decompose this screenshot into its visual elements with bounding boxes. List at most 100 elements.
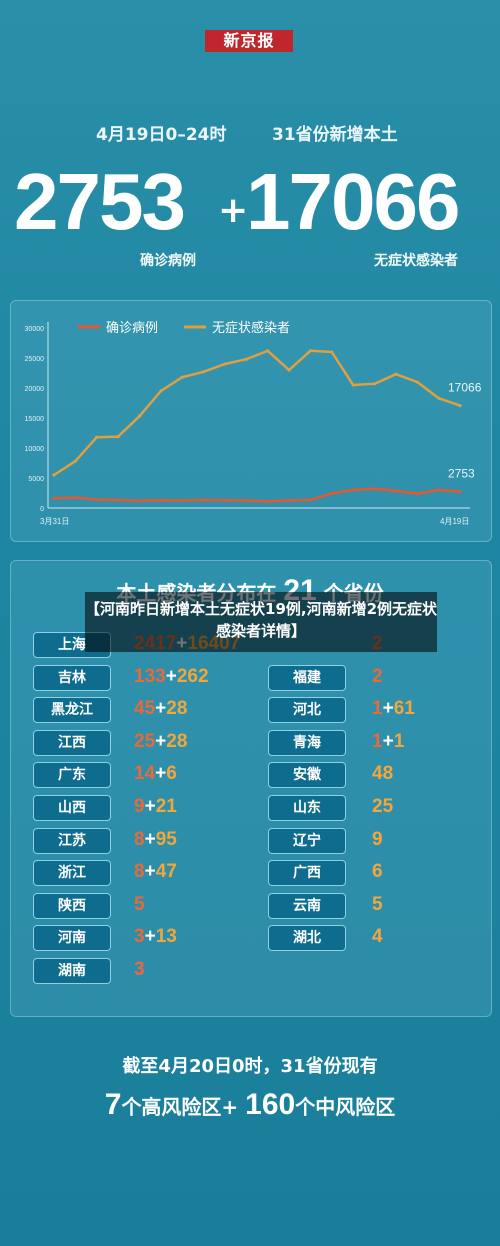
data-point <box>330 492 334 496</box>
header-date: 4月19日0–24时 <box>96 125 227 145</box>
right-province-value: 48 <box>372 761 393 787</box>
data-point <box>415 492 419 496</box>
footer-line1: 截至4月20日0时，31省份现有 <box>122 1056 378 1077</box>
data-point <box>351 383 355 387</box>
y-tick-label: 20000 <box>25 386 45 393</box>
series-line <box>53 487 461 503</box>
header-scope: 31省份新增本土 <box>272 125 398 145</box>
data-point <box>201 498 206 502</box>
data-point <box>180 375 184 379</box>
data-point <box>137 414 142 418</box>
right-province-value: 9 <box>372 827 383 853</box>
confirmed-count: 3 <box>134 959 145 980</box>
province-badge: 陕西 <box>33 892 111 919</box>
data-point <box>180 498 184 503</box>
left-province-value: 3+13 <box>134 924 177 950</box>
y-tick-label: 5000 <box>28 476 44 483</box>
x-tick-label-start: 3月31日 <box>40 517 69 526</box>
y-tick-label: 15000 <box>25 416 45 423</box>
asymptomatic-count: 262 <box>176 665 209 687</box>
plus-sign: + <box>155 698 167 720</box>
right-province-value: 25 <box>372 794 393 820</box>
province-badge: 青海 <box>268 729 346 756</box>
data-point <box>159 498 163 502</box>
data-point <box>437 396 441 400</box>
data-point <box>308 498 313 502</box>
plus-sign: + <box>144 861 156 883</box>
province-badge: 安徽 <box>268 762 346 789</box>
x-tick-label-end: 4月19日 <box>440 517 469 526</box>
legend-label: 无症状感染者 <box>212 320 290 335</box>
asymptomatic-count: 47 <box>155 861 177 883</box>
data-point <box>458 489 462 494</box>
data-point <box>95 435 99 439</box>
asymptomatic-count: 28 <box>166 730 188 752</box>
data-point <box>372 382 377 386</box>
mid-risk-count: 160 <box>245 1088 296 1121</box>
footer-line2: 7个高风险区+ 160个中风险区 <box>0 1088 500 1122</box>
confirmed-count: 8 <box>134 828 145 850</box>
plus-sign: + <box>165 665 177 687</box>
asymptomatic-count: 28 <box>166 698 188 720</box>
series-end-label: 17066 <box>448 381 482 395</box>
plus-sign: + <box>218 190 249 231</box>
province-badge: 江苏 <box>33 827 111 854</box>
data-point <box>287 498 291 503</box>
asymptomatic-count: 6 <box>166 763 177 785</box>
data-point <box>266 349 270 353</box>
left-province-value: 5 <box>134 892 145 918</box>
series-end-label: 2753 <box>448 466 475 480</box>
legend-label: 确诊病例 <box>106 320 158 335</box>
y-tick-label: 10000 <box>25 446 45 453</box>
province-badge: 云南 <box>268 892 346 919</box>
asymptomatic-count: 21 <box>155 796 177 817</box>
asymptomatic-count: 9 <box>372 828 383 850</box>
asymptomatic-count: 6 <box>372 861 383 883</box>
province-badge: 河南 <box>33 925 111 952</box>
data-point <box>73 495 77 500</box>
province-badge: 山东 <box>268 795 346 821</box>
province-badge: 山西 <box>33 795 111 821</box>
confirmed-count: 14 <box>134 763 156 785</box>
data-point <box>394 372 398 376</box>
right-province-value: 4 <box>372 924 383 950</box>
left-province-value: 9+21 <box>134 794 177 820</box>
plus-sign: + <box>382 698 394 720</box>
high-risk-count: 7 <box>104 1088 122 1121</box>
data-point <box>266 499 270 503</box>
plus-sign: + <box>144 796 156 817</box>
confirmed-count: 25 <box>134 730 156 752</box>
province-badge: 广东 <box>33 762 111 789</box>
right-province-value: 1+61 <box>372 696 415 722</box>
data-point <box>372 487 377 491</box>
confirmed-count: 2 <box>372 665 383 687</box>
article-caption[interactable]: 【河南昨日新增本土无症状19例,河南新增2例无症状感染者详情】 <box>85 592 437 652</box>
y-tick-label: 25000 <box>25 356 45 363</box>
confirmed-count: 9 <box>134 796 145 817</box>
right-province-value: 6 <box>372 859 383 885</box>
plus-sign: + <box>382 730 394 752</box>
right-province-value: 5 <box>372 892 383 918</box>
confirmed-count: 1 <box>372 730 383 752</box>
plus-sign: + <box>155 763 167 785</box>
confirmed-count: 8 <box>134 861 145 883</box>
province-badge: 黑龙江 <box>33 697 111 724</box>
left-province-value: 14+6 <box>134 761 177 787</box>
trend-chart: 30000 25000 20000 15000 10000 5000 0 3月31日 4月19日… <box>25 320 482 526</box>
data-point <box>394 489 398 493</box>
data-point <box>52 473 56 477</box>
asymptomatic-count: 25 <box>372 796 394 817</box>
data-point <box>73 459 77 463</box>
left-province-value: 25+28 <box>134 729 187 755</box>
province-badge: 辽宁 <box>268 827 346 854</box>
confirmed-count: 133 <box>134 665 166 687</box>
data-point <box>159 389 163 393</box>
asymptomatic-count: 48 <box>372 763 394 785</box>
asymptomatic-count: 95 <box>155 828 177 850</box>
asymptomatic-count: 5 <box>372 893 383 915</box>
data-point <box>458 404 462 408</box>
data-point <box>415 380 419 384</box>
data-point <box>244 357 248 361</box>
high-risk-label: 个高风险区+ <box>121 1095 239 1119</box>
data-point <box>287 368 291 372</box>
